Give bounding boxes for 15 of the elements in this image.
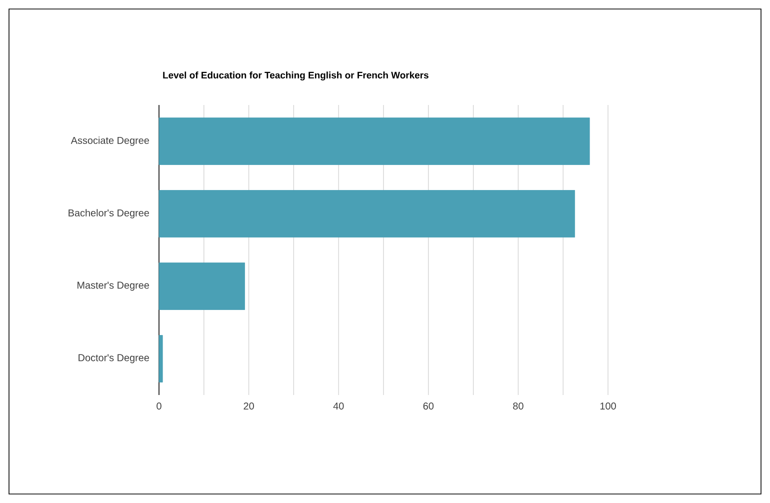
y-tick-label: Associate Degree: [70, 136, 150, 146]
bar: [158, 190, 575, 238]
chart-title: Level of Education for Teaching English or French Workers: [163, 72, 428, 80]
bar: [158, 262, 245, 310]
x-tick-label: 20: [244, 402, 254, 410]
y-tick-label: Master's Degree: [78, 282, 150, 291]
x-tick-label: 80: [513, 402, 524, 410]
x-tick-label: 0: [156, 402, 162, 410]
x-tick-label: 60: [423, 402, 434, 410]
x-tick-label: 40: [333, 402, 344, 410]
x-tick-label: 100: [600, 402, 616, 410]
bar: [158, 118, 590, 165]
y-tick-label: Bachelor's Degree: [68, 209, 150, 218]
y-tick-label: Doctor's Degree: [78, 354, 150, 364]
bar: [158, 335, 163, 382]
